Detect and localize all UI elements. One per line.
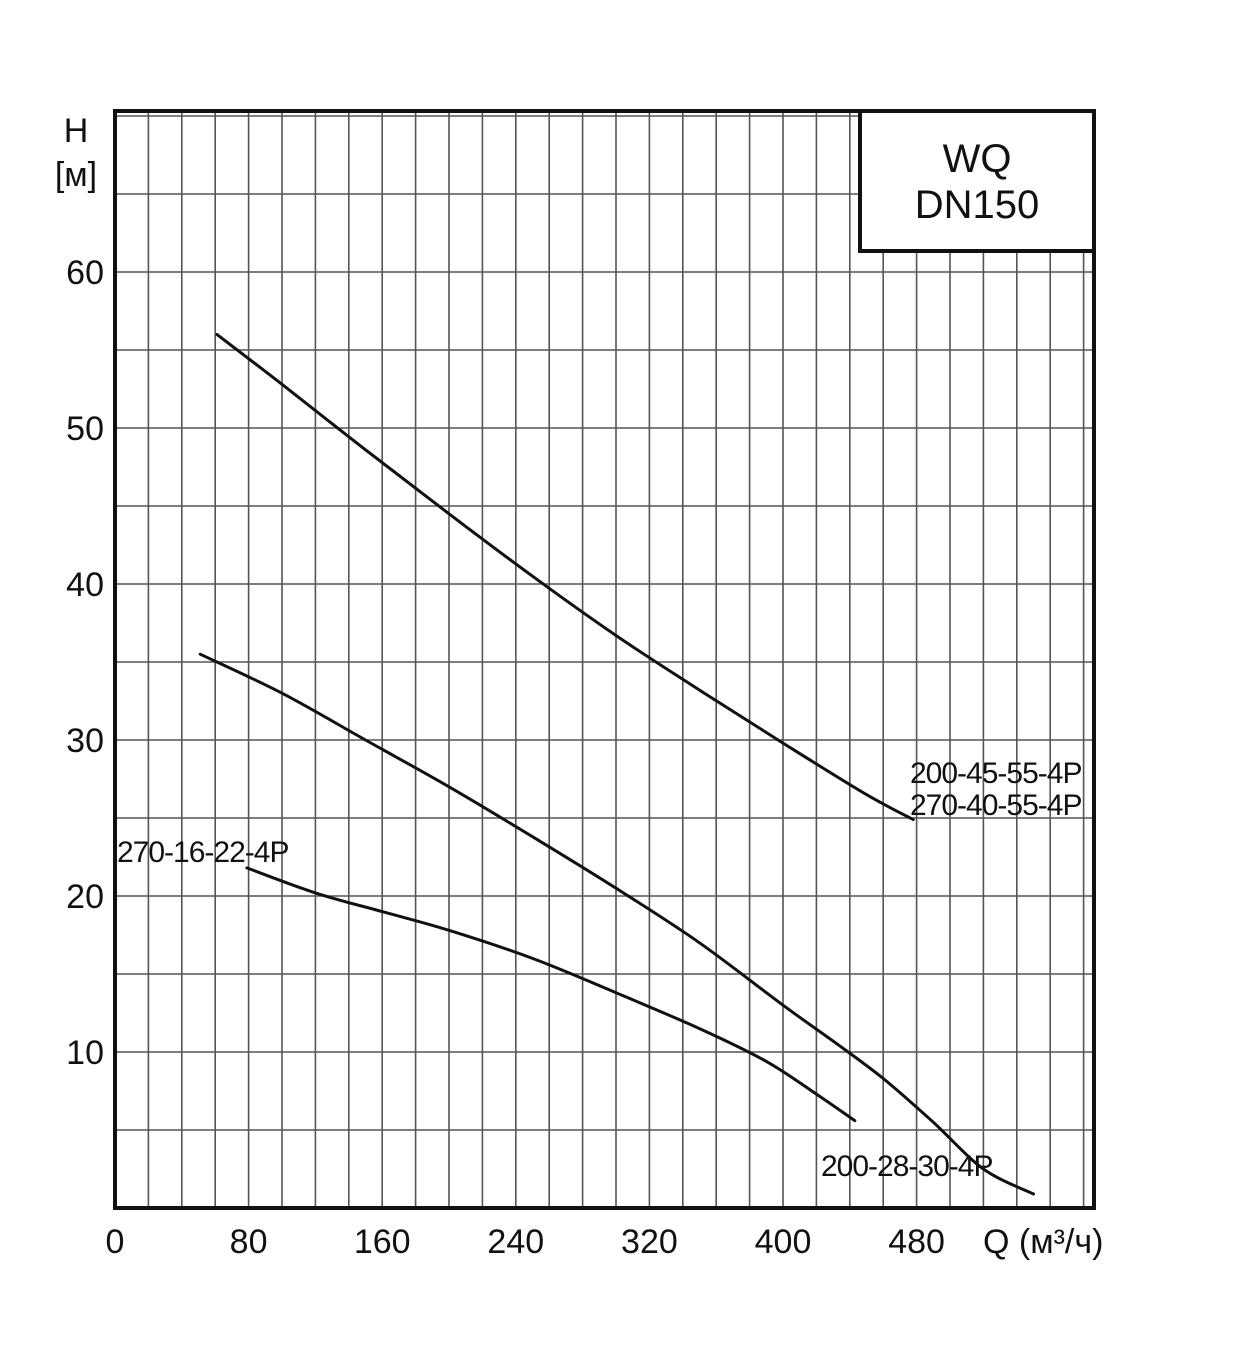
x-tick-label: 480 xyxy=(888,1223,945,1261)
curve-label: 270-16-22-4P xyxy=(117,836,288,869)
x-tick-label: 320 xyxy=(621,1223,678,1261)
title-box-frame xyxy=(858,109,1096,253)
x-tick-label: 0 xyxy=(106,1223,125,1261)
y-axis-unit: [м] xyxy=(55,156,97,194)
grid xyxy=(115,111,1094,1208)
tick-labels: 0 80 160 240 320 400 480 10 20 30 40 50 60 xyxy=(66,254,945,1261)
curve-label: 200-45-55-4P xyxy=(910,757,1081,790)
x-tick-label: 160 xyxy=(354,1223,411,1261)
x-tick-label: 240 xyxy=(487,1223,544,1261)
series-curve-2 xyxy=(198,652,1035,1196)
title-line-1: WQ xyxy=(943,137,1012,181)
curve-label: 200-28-30-4P xyxy=(821,1150,992,1183)
curve-label: 270-40-55-4P xyxy=(910,789,1081,822)
series-curve-3 xyxy=(245,866,857,1123)
series-curve-1 xyxy=(215,332,915,822)
y-tick-label: 20 xyxy=(66,878,104,916)
y-axis-title: H xyxy=(64,112,89,150)
y-tick-label: 50 xyxy=(66,410,104,448)
series-curves xyxy=(198,332,1035,1196)
y-tick-label: 60 xyxy=(66,254,104,292)
plot-frame xyxy=(113,109,1096,1210)
y-tick-label: 30 xyxy=(66,722,104,760)
x-tick-label: 400 xyxy=(755,1223,812,1261)
x-tick-label: 80 xyxy=(230,1223,268,1261)
y-tick-label: 40 xyxy=(66,566,104,604)
y-tick-label: 10 xyxy=(66,1034,104,1072)
title-line-2: DN150 xyxy=(915,183,1040,227)
x-axis-title: Q (м³/ч) xyxy=(983,1223,1103,1261)
title-box: WQ DN150 xyxy=(858,109,1096,253)
